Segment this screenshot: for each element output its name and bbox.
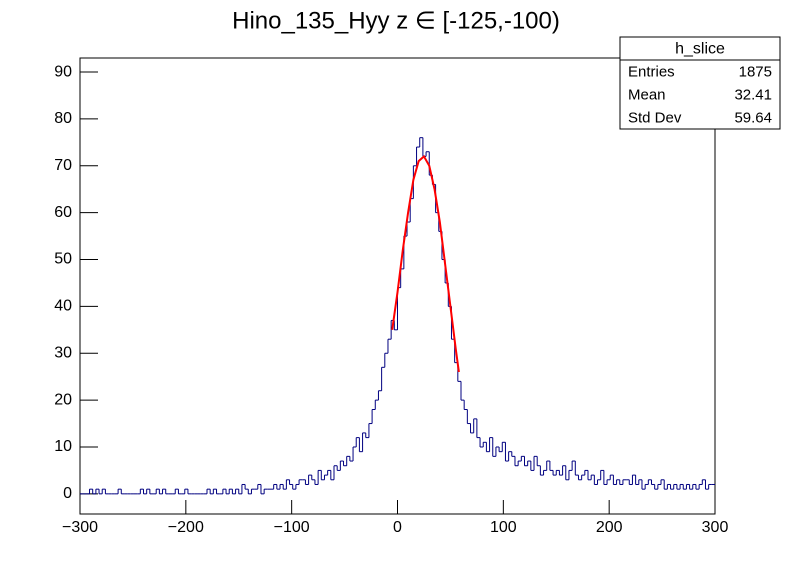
stats-label: Mean [628, 86, 666, 103]
chart-title: Hino_135_Hyy z ∈ [-125,-100) [232, 7, 560, 34]
x-tick-label: 0 [393, 519, 402, 536]
fit-curve [391, 154, 460, 373]
stats-value: 32.41 [734, 86, 772, 103]
x-tick-label: 300 [702, 519, 729, 536]
stats-title: h_slice [675, 41, 725, 58]
stats-value: 1875 [739, 63, 772, 80]
y-tick-label: 20 [54, 391, 72, 408]
x-tick-label: −200 [168, 519, 204, 536]
stats-label: Entries [628, 63, 675, 80]
x-tick-label: 200 [596, 519, 623, 536]
x-tick-label: −300 [62, 519, 98, 536]
y-tick-label: 70 [54, 157, 72, 174]
stats-label: Std Dev [628, 109, 682, 126]
y-tick-label: 80 [54, 110, 72, 127]
stats-box [619, 36, 781, 130]
x-tick-label: −100 [274, 519, 310, 536]
y-tick-label: 30 [54, 344, 72, 361]
y-tick-label: 90 [54, 63, 72, 80]
y-tick-label: 40 [54, 298, 72, 315]
y-tick-label: 60 [54, 204, 72, 221]
y-tick-label: 50 [54, 251, 72, 268]
stats-value: 59.64 [734, 109, 772, 126]
y-tick-label: 10 [54, 438, 72, 455]
y-tick-label: 0 [63, 485, 72, 502]
x-tick-label: 100 [490, 519, 517, 536]
